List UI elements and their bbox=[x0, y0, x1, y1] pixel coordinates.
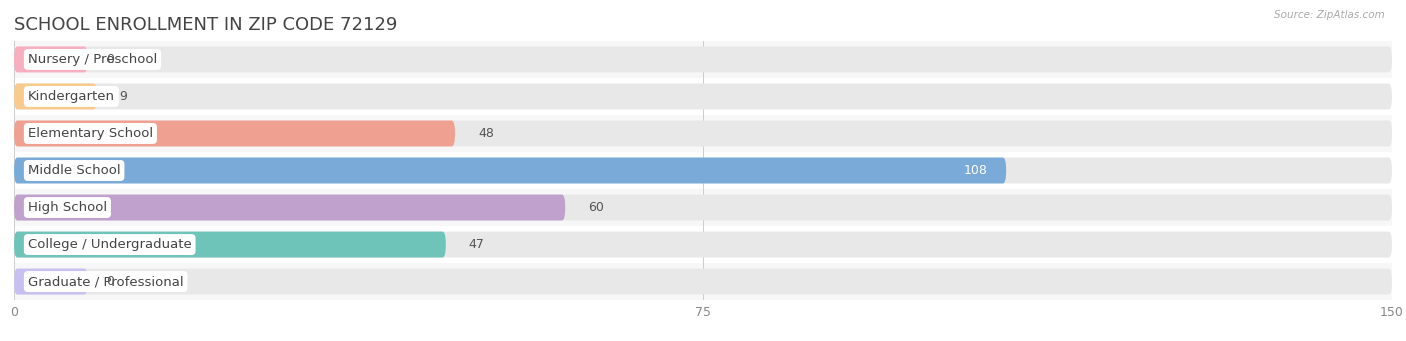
FancyBboxPatch shape bbox=[14, 269, 87, 295]
Text: 47: 47 bbox=[468, 238, 485, 251]
Text: 0: 0 bbox=[105, 275, 114, 288]
Text: 48: 48 bbox=[478, 127, 494, 140]
Bar bbox=[14, 152, 1392, 189]
FancyBboxPatch shape bbox=[14, 120, 1392, 146]
Bar bbox=[14, 226, 1392, 263]
Bar bbox=[14, 115, 1392, 152]
Text: Middle School: Middle School bbox=[28, 164, 121, 177]
Text: College / Undergraduate: College / Undergraduate bbox=[28, 238, 191, 251]
Text: High School: High School bbox=[28, 201, 107, 214]
FancyBboxPatch shape bbox=[14, 46, 87, 72]
FancyBboxPatch shape bbox=[14, 232, 1392, 257]
FancyBboxPatch shape bbox=[14, 195, 565, 221]
FancyBboxPatch shape bbox=[14, 195, 1392, 221]
Bar bbox=[14, 41, 1392, 78]
Text: 0: 0 bbox=[105, 53, 114, 66]
Text: Kindergarten: Kindergarten bbox=[28, 90, 115, 103]
FancyBboxPatch shape bbox=[14, 269, 1392, 295]
Text: Graduate / Professional: Graduate / Professional bbox=[28, 275, 183, 288]
Text: Elementary School: Elementary School bbox=[28, 127, 153, 140]
Bar bbox=[14, 189, 1392, 226]
FancyBboxPatch shape bbox=[14, 46, 1392, 72]
FancyBboxPatch shape bbox=[14, 158, 1392, 183]
FancyBboxPatch shape bbox=[14, 84, 1392, 109]
Bar bbox=[14, 263, 1392, 300]
Text: 108: 108 bbox=[965, 164, 988, 177]
FancyBboxPatch shape bbox=[14, 120, 456, 146]
Text: 9: 9 bbox=[120, 90, 128, 103]
Text: Nursery / Preschool: Nursery / Preschool bbox=[28, 53, 157, 66]
FancyBboxPatch shape bbox=[14, 158, 1007, 183]
Text: SCHOOL ENROLLMENT IN ZIP CODE 72129: SCHOOL ENROLLMENT IN ZIP CODE 72129 bbox=[14, 16, 398, 34]
FancyBboxPatch shape bbox=[14, 232, 446, 257]
FancyBboxPatch shape bbox=[14, 84, 97, 109]
Text: Source: ZipAtlas.com: Source: ZipAtlas.com bbox=[1274, 10, 1385, 20]
Bar bbox=[14, 78, 1392, 115]
Text: 60: 60 bbox=[588, 201, 605, 214]
